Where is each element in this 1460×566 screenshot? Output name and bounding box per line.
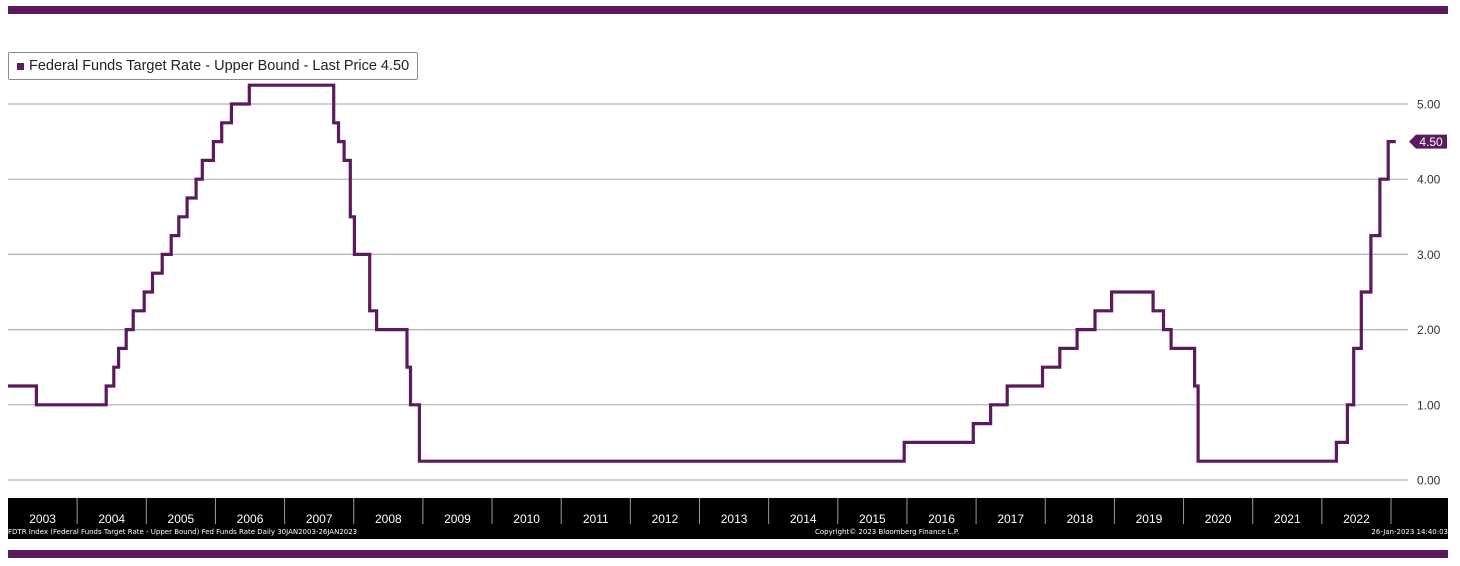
y-tick-label: 3.00 xyxy=(1417,248,1441,262)
x-tick-label: 2016 xyxy=(928,512,955,526)
x-tick-label: 2014 xyxy=(790,512,817,526)
x-tick-label: 2012 xyxy=(652,512,679,526)
x-tick-label: 2008 xyxy=(375,512,402,526)
x-tick-label: 2019 xyxy=(1136,512,1163,526)
x-tick-label: 2010 xyxy=(513,512,540,526)
y-tick-label: 4.00 xyxy=(1417,173,1441,187)
last-price-tag: 4.50 xyxy=(1409,134,1447,149)
legend-label: Federal Funds Target Rate - Upper Bound … xyxy=(29,58,410,74)
y-tick-label: 2.00 xyxy=(1417,323,1441,337)
x-tick-label: 2009 xyxy=(444,512,471,526)
x-tick-label: 2015 xyxy=(859,512,886,526)
bottom-brand-band xyxy=(8,550,1448,558)
x-tick-label: 2011 xyxy=(583,512,609,526)
x-tick-label: 2021 xyxy=(1274,512,1301,526)
footer-timestamp: 26-Jan-2023 14:40:03 xyxy=(1371,528,1448,536)
x-tick-label: 2022 xyxy=(1343,512,1370,526)
x-tick-label: 2017 xyxy=(997,512,1024,526)
x-axis-ticks: 2003 2004 2005 2006 2007 2008 2009 2010 2011 2012… xyxy=(29,498,1392,526)
last-price-tag-label: 4.50 xyxy=(1419,135,1443,149)
legend-swatch xyxy=(17,62,24,70)
series-layer xyxy=(8,83,1396,463)
x-tick-label: 2013 xyxy=(721,512,748,526)
footer-source: FDTR Index (Federal Funds Target Rate - … xyxy=(8,528,358,536)
legend: Federal Funds Target Rate - Upper Bound … xyxy=(8,52,419,80)
y-tick-label: 1.00 xyxy=(1417,398,1441,412)
x-tick-label: 2004 xyxy=(98,512,125,526)
x-tick-label: 2018 xyxy=(1066,512,1093,526)
x-axis-bar xyxy=(8,498,1448,539)
x-tick-label: 2006 xyxy=(237,512,264,526)
y-tick-label: 5.00 xyxy=(1417,98,1441,112)
last-price-tag-shape xyxy=(1409,134,1447,149)
y-axis-ticks: 0.00 1.00 2.00 3.00 4.00 5.00 xyxy=(1417,98,1441,488)
x-tick-label: 2003 xyxy=(29,512,56,526)
x-tick-label: 2005 xyxy=(168,512,195,526)
footer-copyright: Copyright© 2023 Bloomberg Finance L.P. xyxy=(815,528,960,536)
y-tick-label: 0.00 xyxy=(1417,474,1441,488)
x-tick-label: 2020 xyxy=(1205,512,1232,526)
series-line-fed-funds-upper-bound xyxy=(8,83,1396,463)
top-brand-band xyxy=(8,6,1448,14)
x-tick-label: 2007 xyxy=(306,512,333,526)
